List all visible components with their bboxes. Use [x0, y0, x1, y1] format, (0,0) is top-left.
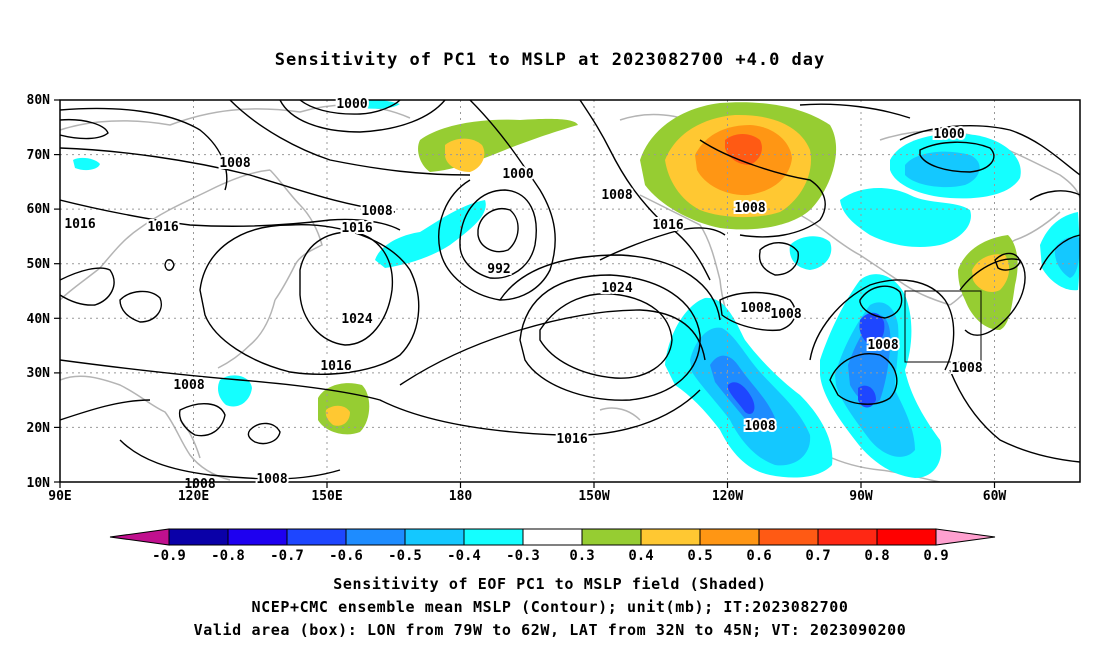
lon-label: 180 [449, 489, 473, 504]
colorbar-swatch [876, 528, 937, 546]
lon-axis: 90E 120E 150E 180 150W 120W 90W 60W [48, 489, 1006, 504]
contour-label: 1008 [361, 204, 392, 219]
colorbar-label: -0.3 [506, 548, 540, 564]
colorbar-swatch [286, 528, 347, 546]
colorbar-label: -0.5 [388, 548, 422, 564]
contour-label-layer: 1000 1008 1016 1016 1008 1016 1000 992 1… [62, 95, 984, 492]
contour-label: 1024 [341, 312, 372, 327]
colorbar-swatch [404, 528, 465, 546]
lat-label: 40N [27, 312, 51, 327]
caption-shading: Sensitivity of EOF PC1 to MSLP field (Sh… [333, 575, 767, 593]
contour-label: 1008 [256, 472, 287, 487]
contour-label: 1008 [219, 156, 250, 171]
contour-label: 1008 [173, 378, 204, 393]
colorbar-label: 0.5 [687, 548, 712, 564]
colorbar-swatch [581, 528, 642, 546]
caption-contour: NCEP+CMC ensemble mean MSLP (Contour); u… [251, 598, 849, 616]
colorbar-label: -0.4 [447, 548, 481, 564]
colorbar-swatch [699, 528, 760, 546]
colorbar-swatch [463, 528, 524, 546]
contour-label: 1016 [556, 432, 587, 447]
lat-label: 30N [27, 366, 51, 381]
contour-label: 1016 [147, 220, 178, 235]
contour-label: 1016 [64, 217, 95, 232]
colorbar-swatch [109, 528, 170, 546]
lon-label: 90E [48, 489, 71, 504]
contour-label: 1008 [184, 477, 215, 492]
contour-label: 1000 [933, 127, 964, 142]
contour-label: 1016 [320, 359, 351, 374]
graticule [60, 100, 1080, 482]
colorbar-swatch [935, 528, 996, 546]
colorbar-swatch [522, 528, 583, 546]
contour-label: 1008 [734, 201, 765, 216]
lat-label: 70N [27, 148, 51, 163]
colorbar-swatch [817, 528, 878, 546]
contour-label: 1000 [336, 97, 367, 112]
colorbar-label: -0.8 [211, 548, 245, 564]
valid-area-box [904, 290, 982, 363]
chart-title: Sensitivity of PC1 to MSLP at 2023082700… [274, 50, 826, 70]
lat-label: 50N [27, 257, 51, 272]
lat-ticks [54, 99, 996, 488]
colorbar-swatch [227, 528, 288, 546]
colorbar-label: -0.7 [270, 548, 304, 564]
colorbar-label: -0.9 [152, 548, 186, 564]
lon-label: 150E [311, 489, 342, 504]
colorbar-swatch [758, 528, 819, 546]
lon-label: 120W [712, 489, 743, 504]
lat-label: 60N [27, 202, 51, 217]
contour-label: 992 [487, 262, 510, 277]
lon-label: 90W [849, 489, 873, 504]
colorbar-swatch [345, 528, 406, 546]
colorbar: -0.9 -0.8 -0.7 -0.6 -0.5 -0.4 -0.3 0.3 0.4 0.5 0.6… [109, 528, 996, 564]
lat-label: 20N [27, 421, 51, 436]
colorbar-label: 0.3 [569, 548, 594, 564]
colorbar-label: 0.6 [746, 548, 771, 564]
caption-valid-area: Valid area (box): LON from 79W to 62W, L… [193, 621, 907, 639]
mslp-contours [60, 100, 1080, 480]
colorbar-swatch [168, 528, 229, 546]
colorbar-label: 0.4 [628, 548, 653, 564]
colorbar-label: 0.8 [864, 548, 889, 564]
contour-label: 1024 [601, 281, 632, 296]
contour-label: 1008 [601, 188, 632, 203]
colorbar-label: -0.6 [329, 548, 363, 564]
contour-label: 1000 [502, 167, 533, 182]
lat-axis: 80N 70N 60N 50N 40N 30N 20N 10N [27, 93, 51, 491]
colorbar-label: 0.9 [923, 548, 948, 564]
map-plot-area [60, 100, 1080, 482]
lon-label: 60W [983, 489, 1007, 504]
contour-label: 1016 [341, 221, 372, 236]
map-frame [59, 99, 1081, 483]
lat-label: 80N [27, 93, 51, 108]
lon-label: 150W [578, 489, 609, 504]
lat-label: 10N [27, 476, 51, 491]
contour-label: 1008 [740, 301, 771, 316]
lon-label: 120E [178, 489, 209, 504]
colorbar-label: 0.7 [805, 548, 830, 564]
contour-label: 1008 [951, 361, 982, 376]
contour-label: 1008 [770, 307, 801, 322]
contour-label: 1008 [867, 338, 898, 353]
contour-label: 1008 [744, 419, 775, 434]
contour-label: 1016 [652, 218, 683, 233]
colorbar-swatch [640, 528, 701, 546]
